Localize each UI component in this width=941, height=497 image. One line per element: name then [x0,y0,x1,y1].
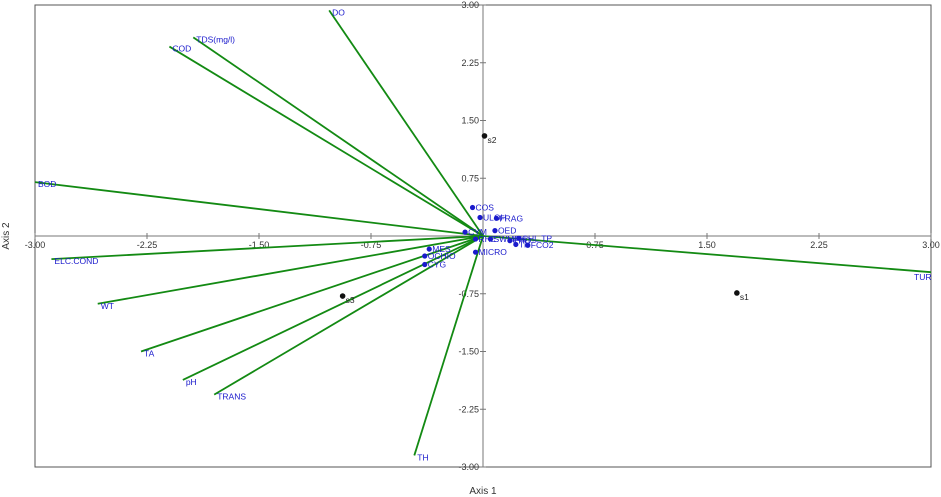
variable-label-cyg: CYG [428,259,446,269]
variable-label-tn: TN [519,239,530,249]
variable-label-cos: COS [476,203,495,213]
variable-label-cym: CYM [468,227,487,237]
site-point-s3 [339,293,346,299]
vector-label-elc-cond: ELC.COND [54,256,98,266]
vector-label-ta: TA [144,349,155,359]
variable-point-ochio [422,253,428,259]
y-tick-label: 2.25 [461,58,479,68]
variable-point-fco2 [525,242,531,248]
y-axis-title: Axis 2 [1,222,12,250]
variable-label-oed: OED [498,226,516,236]
variable-point-cym [462,229,468,235]
site-points [339,133,740,299]
variable-label-fco2: FCO2 [531,240,554,250]
x-tick-label: 1.50 [698,240,716,250]
vector-label-trans: TRANS [217,392,246,402]
variable-label-uloh: ULOH [483,213,507,223]
x-tick-label: -2.25 [137,240,158,250]
variable-label-pho: PHO [513,236,532,246]
variable-label-mes: MES [432,244,451,254]
variable-point-chl-tp [516,235,522,241]
vector-trans [213,235,484,396]
variable-point-frag [493,215,500,221]
variable-point-swmph [487,236,494,242]
variable-point-tn [513,241,519,248]
y-tick-label: -2.25 [458,404,479,414]
site-point-s1 [734,290,740,296]
vector-tds-mg-l [192,36,484,237]
vector-ph [182,235,484,381]
vector-label-tur: TUR [914,272,931,282]
variable-label-frag: FRAG [499,213,523,223]
vector-cod [168,45,484,237]
y-tick-label: -3.00 [458,462,479,472]
site-label-s2: s2 [487,135,496,145]
vector-label-ph: pH [186,377,197,387]
vector-th [413,235,484,456]
variable-label-ochio: OCHIO [428,251,456,261]
variable-point-rhe [472,236,479,242]
vector-label-th: TH [417,452,428,462]
variable-point-uloh [477,214,483,221]
variable-point-micro [472,249,479,255]
vector-label-wt: WT [101,301,114,311]
variable-label-micro: MICRO [479,247,508,257]
vector-tur [482,235,932,274]
y-tick-label: -0.75 [458,289,479,299]
site-point-s2 [481,133,488,139]
site-label-s3: s3 [346,295,355,305]
variable-point-cos [469,204,476,211]
variable-point-cyg [422,261,428,268]
variable-point-pho [507,238,513,244]
x-tick-label: -1.50 [249,240,270,250]
x-tick-label: 3.00 [922,240,940,250]
vector-elc-cond [51,235,484,260]
vector-label-do: DO [332,7,345,17]
variable-label-rhe: RHE [479,234,497,244]
variable-points [422,204,531,268]
variable-label-chl-tp: CHL.TP [522,233,553,243]
x-tick-label: -0.75 [361,240,382,250]
y-tick-label: 3.00 [461,0,479,10]
point-labels: DO TDS(mg/l) COD BOD ELC.COND WT TA pH TRANS TH TU… [38,7,931,462]
vector-bod [34,181,484,237]
variable-label-swmph: SWMPH [493,234,526,244]
vector-label-cod: COD [172,44,191,54]
y-tick-label: 0.75 [461,173,479,183]
y-tick-label: -1.50 [458,347,479,357]
vector-wt [97,235,484,305]
x-tick-label: -3.00 [25,240,46,250]
vector-lines [34,9,932,456]
variable-point-oed [492,228,498,234]
x-tick-label: 2.25 [810,240,828,250]
x-axis-title: Axis 1 [469,486,497,497]
variable-point-mes [426,246,432,252]
vector-label-tds-mg-l: TDS(mg/l) [196,34,235,44]
vector-do [328,9,484,237]
site-label-s1: s1 [740,292,749,302]
vector-label-bod: BOD [38,179,56,189]
y-tick-label: 1.50 [461,116,479,126]
